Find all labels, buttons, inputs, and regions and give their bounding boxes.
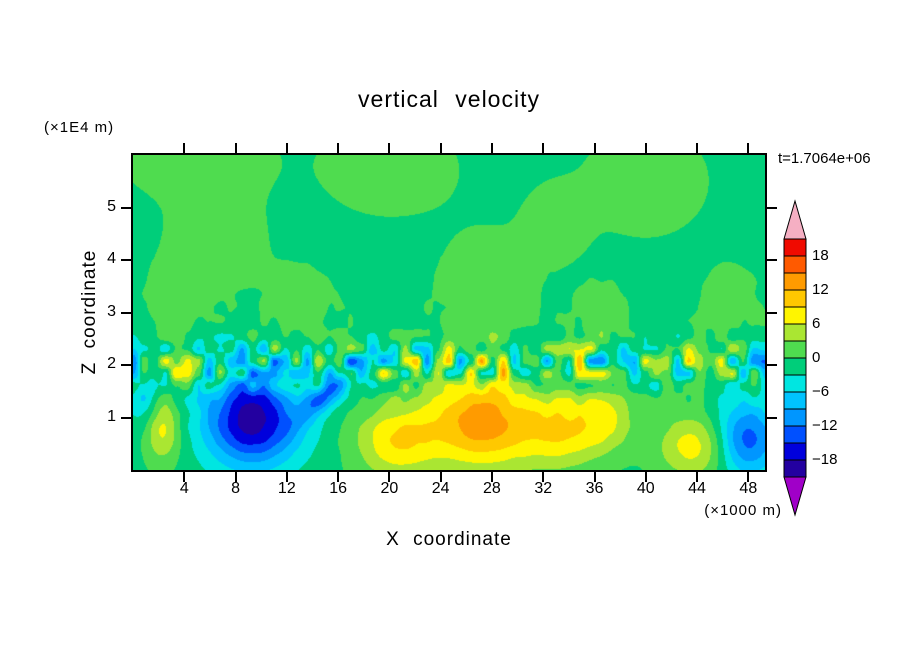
x-tick-label: 36: [585, 480, 604, 497]
colorbar-segment: [783, 391, 807, 410]
colorbar-segment: [783, 459, 807, 478]
colorbar-segment: [783, 306, 807, 325]
colorbar-segment: [783, 374, 807, 393]
colorbar-tick-label: 12: [812, 281, 829, 298]
colorbar-segment: [783, 255, 807, 274]
x-tick-mark-top: [593, 143, 596, 153]
z-tick-label: 1: [107, 407, 116, 425]
x-tick-mark-bottom: [285, 472, 288, 482]
x-axis-title: X coordinate: [386, 529, 512, 550]
z-tick-mark-right: [767, 311, 777, 314]
x-tick-mark-top: [388, 143, 391, 153]
z-tick-mark-left: [121, 416, 131, 419]
contour-field-canvas: [133, 155, 765, 470]
timestamp-label: t=1.7064e+06: [778, 150, 871, 167]
z-tick-mark-left: [121, 259, 131, 261]
z-tick-label: 2: [107, 355, 116, 372]
colorbar-over-arrow: [783, 199, 807, 240]
z-tick-label: 3: [107, 302, 116, 320]
colorbar-segment: [783, 425, 807, 444]
colorbar-tick-label: 0: [812, 349, 821, 366]
z-tick-label: 5: [107, 197, 116, 215]
colorbar: [778, 199, 848, 519]
x-tick-mark-top: [747, 143, 750, 153]
colorbar-segment: [783, 357, 807, 376]
x-tick-label: 24: [431, 480, 450, 497]
colorbar-segment: [783, 238, 807, 257]
x-tick-mark-top: [696, 143, 699, 153]
x-tick-mark-bottom: [388, 472, 391, 482]
colorbar-segment: [783, 442, 807, 461]
x-tick-mark-bottom: [644, 472, 647, 482]
x-tick-mark-bottom: [593, 472, 596, 482]
z-tick-mark-right: [767, 206, 777, 209]
x-tick-mark-bottom: [490, 472, 493, 482]
z-tick-mark-right: [767, 259, 777, 261]
x-tick-label: 44: [688, 480, 706, 497]
colorbar-tick-label: −12: [812, 417, 838, 434]
x-tick-label: 4: [179, 480, 189, 497]
z-tick-mark-left: [121, 311, 131, 314]
x-tick-mark-top: [644, 143, 647, 153]
colorbar-segment: [783, 408, 807, 427]
z-tick-mark-right: [767, 364, 777, 366]
colorbar-tick-label: 18: [812, 247, 829, 264]
colorbar-tick-label: −6: [812, 383, 830, 400]
x-tick-mark-top: [337, 143, 340, 153]
x-tick-label: 32: [534, 480, 553, 497]
x-tick-label: 28: [483, 480, 501, 497]
x-tick-label: 20: [380, 480, 399, 497]
x-tick-mark-top: [183, 143, 186, 153]
z-tick-mark-left: [121, 364, 131, 366]
x-tick-label: 12: [277, 480, 296, 497]
z-tick-mark-left: [121, 206, 131, 209]
colorbar-tick-label: 6: [812, 315, 821, 332]
x-tick-mark-top: [285, 143, 288, 153]
x-tick-mark-top: [234, 143, 237, 153]
x-tick-mark-bottom: [439, 472, 442, 482]
x-tick-mark-bottom: [183, 472, 186, 482]
z-tick-mark-right: [767, 416, 777, 419]
colorbar-segment: [783, 272, 807, 291]
x-tick-mark-top: [439, 143, 442, 153]
x-tick-mark-bottom: [696, 472, 699, 482]
z-tick-label: 4: [107, 250, 116, 267]
x-axis-unit-label: (×1000 m): [704, 502, 782, 519]
x-tick-label: 8: [231, 480, 240, 497]
x-tick-mark-top: [542, 143, 545, 153]
colorbar-segment: [783, 289, 807, 308]
x-tick-mark-bottom: [337, 472, 340, 482]
x-tick-mark-top: [490, 143, 493, 153]
x-tick-mark-bottom: [542, 472, 545, 482]
colorbar-under-arrow: [783, 476, 807, 517]
x-tick-label: 40: [636, 480, 655, 497]
z-axis-unit-label: (×1E4 m): [44, 119, 115, 136]
x-tick-mark-bottom: [747, 472, 750, 482]
x-tick-label: 48: [739, 480, 758, 497]
x-tick-mark-bottom: [234, 472, 237, 482]
x-tick-label: 16: [329, 480, 347, 497]
colorbar-segment: [783, 323, 807, 342]
colorbar-tick-label: −18: [812, 451, 838, 468]
colorbar-segment: [783, 340, 807, 359]
chart-title: vertical velocity: [358, 86, 540, 112]
